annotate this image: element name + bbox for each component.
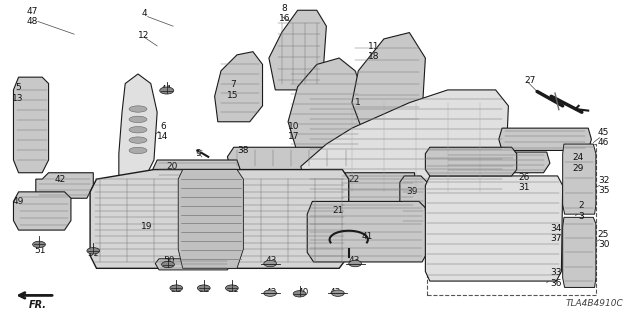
Circle shape [33, 241, 45, 248]
Polygon shape [400, 176, 428, 230]
Circle shape [332, 290, 344, 296]
Text: 43: 43 [349, 256, 360, 265]
Text: 40: 40 [298, 288, 309, 297]
Polygon shape [13, 192, 71, 230]
Circle shape [170, 285, 182, 291]
Text: 43: 43 [266, 288, 277, 297]
Text: 47
48: 47 48 [26, 7, 38, 26]
Text: 39: 39 [406, 188, 418, 196]
Polygon shape [156, 259, 230, 270]
Ellipse shape [129, 116, 147, 123]
Polygon shape [307, 201, 428, 262]
Text: 6
14: 6 14 [157, 122, 168, 141]
Text: 38: 38 [237, 146, 248, 155]
Polygon shape [301, 90, 508, 198]
Circle shape [264, 290, 276, 296]
Polygon shape [269, 10, 326, 90]
Circle shape [264, 260, 276, 267]
Text: 27: 27 [524, 76, 536, 85]
Ellipse shape [129, 106, 147, 112]
Ellipse shape [129, 147, 147, 154]
Text: 34
37: 34 37 [550, 224, 561, 243]
Polygon shape [563, 144, 596, 214]
Text: 26
31: 26 31 [518, 172, 529, 192]
Text: 42: 42 [55, 175, 66, 184]
Polygon shape [288, 58, 365, 154]
Text: 1: 1 [355, 98, 361, 107]
Bar [427, 144, 596, 295]
Text: 45
46: 45 46 [598, 128, 609, 148]
Text: 5
13: 5 13 [12, 84, 24, 103]
Ellipse shape [129, 126, 147, 133]
Text: 12: 12 [138, 31, 149, 40]
Ellipse shape [129, 137, 147, 143]
Text: 33
36: 33 36 [550, 268, 561, 288]
Text: FR.: FR. [29, 300, 47, 309]
Text: 50: 50 [164, 256, 175, 265]
Text: 4: 4 [141, 9, 147, 18]
Text: 21: 21 [333, 206, 344, 215]
Text: 44: 44 [161, 85, 172, 94]
Circle shape [293, 291, 306, 297]
Polygon shape [352, 33, 426, 128]
Text: 24
29: 24 29 [572, 154, 584, 173]
Polygon shape [440, 152, 550, 173]
Text: 51: 51 [87, 250, 99, 259]
Text: 11
18: 11 18 [368, 42, 380, 61]
Polygon shape [36, 173, 93, 198]
Text: 51: 51 [227, 284, 239, 293]
Polygon shape [178, 170, 243, 268]
Text: 43: 43 [330, 288, 341, 297]
Polygon shape [90, 170, 349, 268]
Text: 2
3: 2 3 [579, 201, 584, 221]
Text: 43: 43 [266, 256, 277, 265]
Polygon shape [13, 77, 49, 173]
Polygon shape [499, 128, 591, 150]
Text: 20: 20 [167, 162, 178, 171]
Polygon shape [426, 176, 563, 281]
Text: 32
35: 32 35 [598, 176, 609, 195]
Text: 25
30: 25 30 [598, 230, 609, 249]
Text: 49: 49 [12, 197, 24, 206]
Text: 51: 51 [170, 284, 181, 293]
Text: 10
17: 10 17 [288, 122, 300, 141]
Circle shape [349, 260, 362, 267]
Text: 51: 51 [198, 284, 210, 293]
Text: 8
16: 8 16 [278, 4, 290, 23]
Circle shape [162, 261, 174, 268]
Text: 41: 41 [362, 232, 373, 241]
Text: 7
15: 7 15 [227, 80, 239, 100]
Text: 19: 19 [141, 222, 153, 231]
Polygon shape [426, 147, 516, 176]
Polygon shape [563, 217, 596, 287]
Polygon shape [119, 74, 157, 179]
Polygon shape [214, 52, 262, 122]
Circle shape [160, 87, 173, 94]
Circle shape [87, 248, 100, 254]
Polygon shape [227, 147, 355, 170]
Circle shape [197, 285, 210, 291]
Text: 22: 22 [349, 175, 360, 184]
Text: 9: 9 [195, 149, 201, 158]
Text: TLA4B4910C: TLA4B4910C [566, 299, 623, 308]
Polygon shape [153, 160, 240, 179]
Text: 51: 51 [34, 246, 45, 255]
Polygon shape [339, 173, 416, 208]
Circle shape [225, 285, 238, 291]
